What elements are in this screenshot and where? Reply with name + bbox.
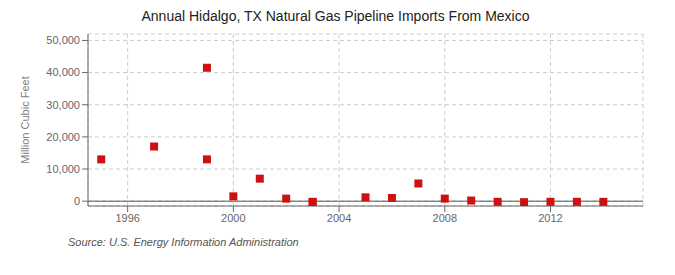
- svg-text:1996: 1996: [115, 212, 139, 224]
- svg-text:20,000: 20,000: [46, 131, 80, 143]
- svg-text:50,000: 50,000: [46, 34, 80, 46]
- svg-text:0: 0: [74, 195, 80, 207]
- svg-text:30,000: 30,000: [46, 99, 80, 111]
- svg-text:2004: 2004: [327, 212, 351, 224]
- html-text:Annual Hidalgo, TX Natural Gas: Annual Hidalgo, TX Natural Gas Pipeline …: [141, 8, 530, 24]
- svg-text:10,000: 10,000: [46, 163, 80, 175]
- svg-text:2012: 2012: [538, 212, 562, 224]
- svg-text:40,000: 40,000: [46, 66, 80, 78]
- svg-text:2008: 2008: [433, 212, 457, 224]
- svg-text:Million Cubic Feet: Million Cubic Feet: [19, 76, 31, 163]
- html-text:Source: U.S. Energy Informatio: Source: U.S. Energy Information Administ…: [68, 236, 299, 248]
- svg-text:2000: 2000: [221, 212, 245, 224]
